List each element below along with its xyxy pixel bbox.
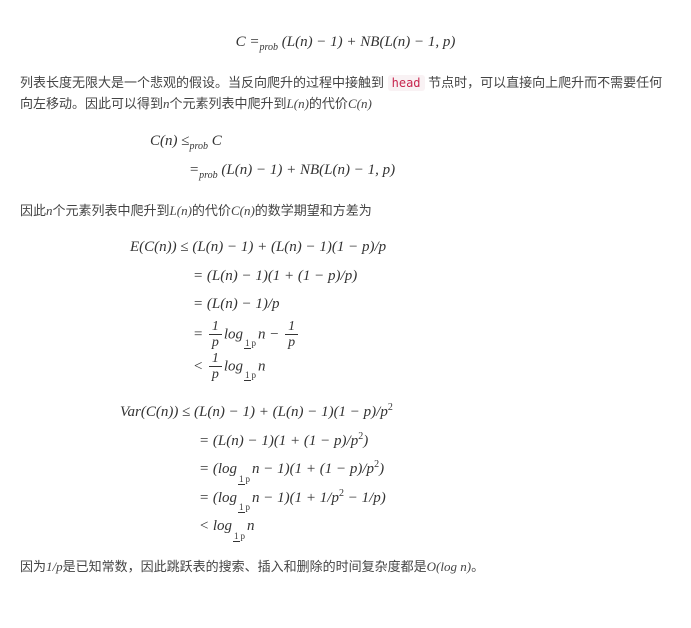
eq3-l4b: log xyxy=(224,326,243,342)
eq1-sub: prob xyxy=(259,42,278,53)
eq3-l3: = (L(n) − 1)/p xyxy=(130,290,671,319)
p1-t3: 个元素列表中爬升到 xyxy=(170,96,287,111)
equation-c-def: C =prob (L(n) − 1) + NB(L(n) − 1, p) xyxy=(20,28,671,57)
p1-t4: 的代价 xyxy=(309,96,348,111)
eq3-l4a: = xyxy=(193,326,207,342)
eq3-l5b: log xyxy=(224,358,243,374)
subfrac-a: 1p xyxy=(244,339,257,348)
p2-m3: C(n) xyxy=(231,203,255,218)
p3-t1: 因为 xyxy=(20,559,46,574)
subfrac-e: 1p xyxy=(233,532,246,541)
subfrac-c: 1p xyxy=(238,475,251,484)
p2-m2: L(n) xyxy=(170,203,192,218)
eq4-l3b: n − 1)(1 + (1 − p)/p xyxy=(252,461,374,477)
equation-cn-bound: C(n) ≤prob C =prob (L(n) − 1) + NB(L(n) … xyxy=(20,127,671,185)
code-head: head xyxy=(388,75,425,91)
subfrac-b: 1p xyxy=(244,371,257,380)
subfrac-d: 1p xyxy=(238,503,251,512)
eq3-l1: E(C(n)) ≤ (L(n) − 1) + (L(n) − 1)(1 − p)… xyxy=(130,233,671,262)
frac-1-p-b: 1p xyxy=(285,319,298,351)
p2-t4: 的数学期望和方差为 xyxy=(255,203,372,218)
p1-m3: C(n) xyxy=(348,96,372,111)
frac-1-p-c: 1p xyxy=(209,351,222,383)
eq2-l2sub: prob xyxy=(199,170,218,181)
eq4-l3end: ) xyxy=(379,461,384,477)
eq3-l2: = (L(n) − 1)(1 + (1 − p)/p) xyxy=(130,262,671,291)
eq4-l4b: n − 1)(1 + 1/p xyxy=(252,490,339,506)
paragraph-3: 因为1/p是已知常数，因此跳跃表的搜索、插入和删除的时间复杂度都是O(log n… xyxy=(20,557,671,578)
p3-t2: 是已知常数，因此跳跃表的搜索、插入和删除的时间复杂度都是 xyxy=(63,559,427,574)
p1-m2: L(n) xyxy=(287,96,309,111)
paragraph-2: 因此n个元素列表中爬升到L(n)的代价C(n)的数学期望和方差为 xyxy=(20,201,671,222)
frac-1-p-a: 1p xyxy=(209,319,222,351)
p2-t1: 因此 xyxy=(20,203,46,218)
eq3-l5c: n xyxy=(258,358,266,374)
eq2-l1sub: prob xyxy=(189,141,208,152)
p2-t2: 个元素列表中爬升到 xyxy=(53,203,170,218)
eq4-l2: = (L(n) − 1)(1 + (1 − p)/p xyxy=(199,433,358,449)
p3-m2: O(log n) xyxy=(427,559,471,574)
eq3-l4c: n − xyxy=(258,326,283,342)
p2-t3: 的代价 xyxy=(192,203,231,218)
eq3-l5a: < xyxy=(193,358,207,374)
eq4-l4c: − 1/p) xyxy=(344,490,386,506)
p3-m1: 1/p xyxy=(46,559,63,574)
eq2-l2a: = xyxy=(189,162,199,178)
eq4-l1sup: 2 xyxy=(388,402,393,413)
equation-variance: Var(C(n)) ≤ (L(n) − 1) + (L(n) − 1)(1 − … xyxy=(20,398,671,541)
p3-t3: 。 xyxy=(471,559,484,574)
eq2-l1b: C xyxy=(208,133,222,149)
eq2-l2b: (L(n) − 1) + NB(L(n) − 1, p) xyxy=(218,162,395,178)
eq4-l5a: < log xyxy=(199,518,232,534)
eq1-rhs: (L(n) − 1) + NB(L(n) − 1, p) xyxy=(278,34,455,50)
eq4-l4a: = (log xyxy=(199,490,237,506)
eq4-l3a: = (log xyxy=(199,461,237,477)
equation-expectation: E(C(n)) ≤ (L(n) − 1) + (L(n) − 1)(1 − p)… xyxy=(20,233,671,382)
eq4-l1: Var(C(n)) ≤ (L(n) − 1) + (L(n) − 1)(1 − … xyxy=(120,404,388,420)
eq4-l5b: n xyxy=(247,518,255,534)
eq4-l2end: ) xyxy=(363,433,368,449)
eq1-lhs: C = xyxy=(236,34,260,50)
p1-t1: 列表长度无限大是一个悲观的假设。当反向爬升的过程中接触到 xyxy=(20,75,388,90)
paragraph-1: 列表长度无限大是一个悲观的假设。当反向爬升的过程中接触到 head 节点时，可以… xyxy=(20,73,671,115)
eq2-l1a: C(n) ≤ xyxy=(150,133,189,149)
